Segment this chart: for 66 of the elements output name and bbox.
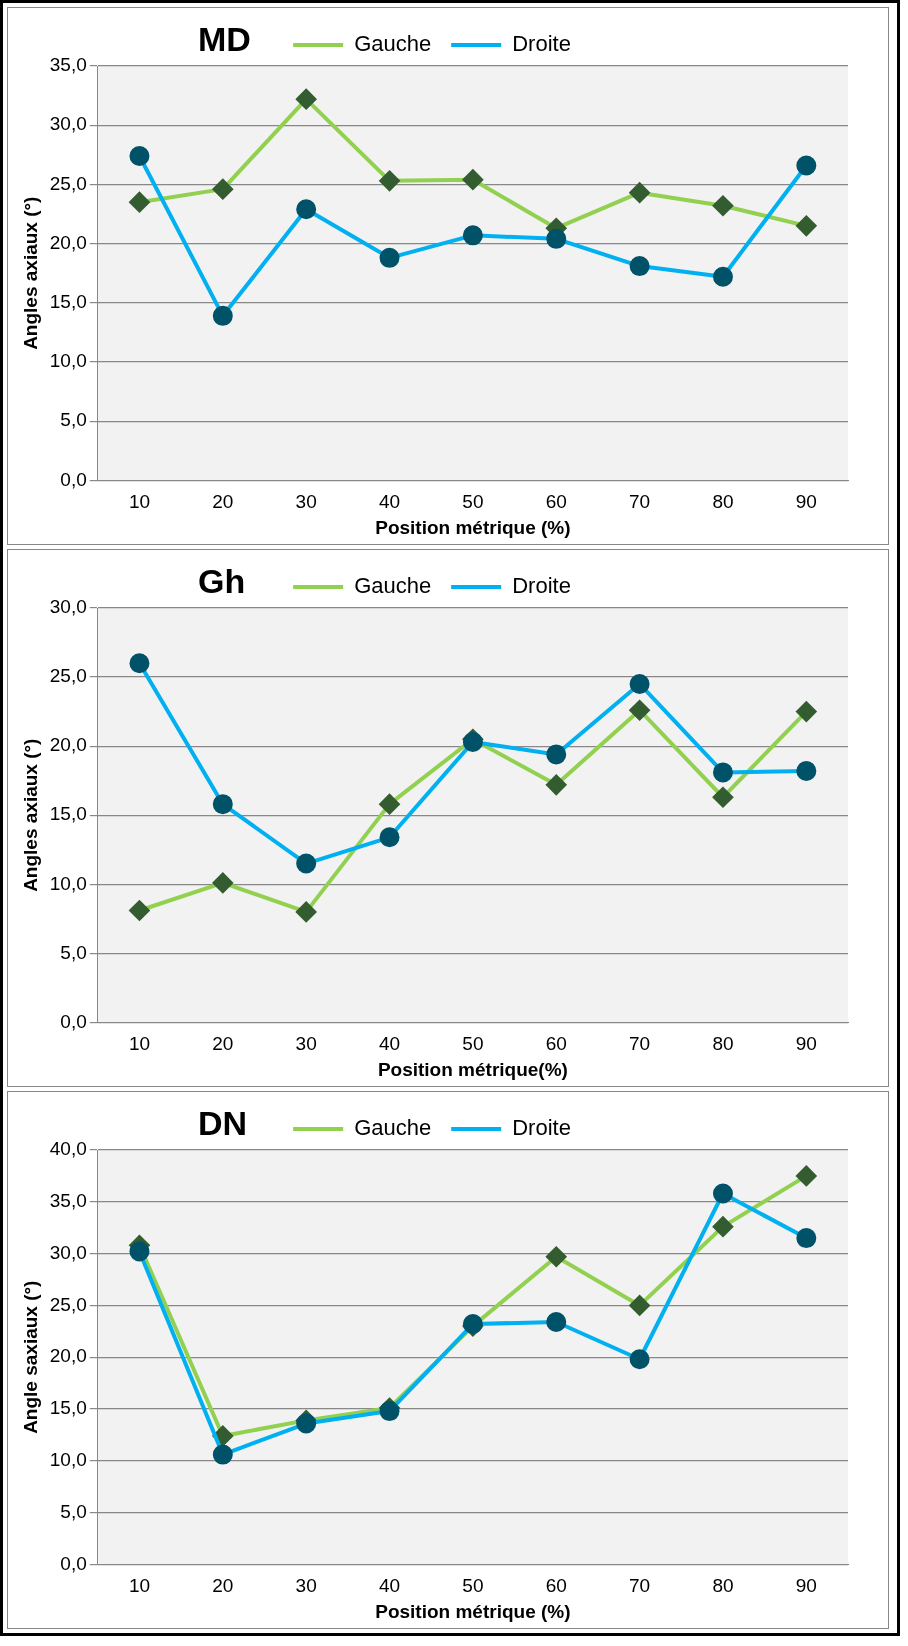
- legend-label: Droite: [512, 1115, 571, 1141]
- x-tick-label: 60: [545, 491, 567, 513]
- x-tick-label: 50: [462, 1575, 484, 1597]
- y-axis-title: Angles axiaux (°): [19, 738, 41, 892]
- y-tick-label: 30,0: [49, 113, 87, 135]
- x-tick-label: 80: [712, 1033, 734, 1055]
- y-tick-label: 35,0: [49, 54, 87, 76]
- y-tick-label: 35,0: [49, 1190, 87, 1212]
- x-tick-label: 70: [629, 1033, 651, 1055]
- y-tick-label: 25,0: [49, 172, 87, 194]
- y-tick-label: 10,0: [49, 350, 87, 372]
- legend-label: Gauche: [354, 573, 432, 599]
- x-axis-title: Position métrique (%): [375, 516, 571, 538]
- y-tick-label: 10,0: [49, 1449, 87, 1471]
- chart-title: Gh: [198, 562, 246, 601]
- legend-label: Gauche: [354, 31, 432, 57]
- x-tick-label: 40: [378, 491, 401, 513]
- x-tick-label: 10: [128, 1033, 151, 1055]
- x-tick-label: 40: [378, 1575, 401, 1597]
- y-tick-label: 5,0: [60, 1500, 87, 1522]
- x-tick-label: 50: [462, 1033, 484, 1055]
- x-tick-label: 10: [128, 1575, 151, 1597]
- y-tick-label: 30,0: [49, 1241, 87, 1263]
- x-tick-label: 30: [295, 491, 317, 513]
- y-tick-label: 5,0: [60, 409, 87, 431]
- y-axis-title: Angle saxiaux (°): [19, 1280, 41, 1434]
- y-tick-label: 20,0: [49, 231, 87, 253]
- y-tick-label: 0,0: [60, 468, 87, 490]
- x-tick-label: 20: [212, 491, 234, 513]
- x-tick-label: 60: [545, 1033, 567, 1055]
- x-tick-label: 10: [128, 491, 151, 513]
- y-tick-label: 15,0: [49, 803, 87, 825]
- y-tick-label: 20,0: [49, 734, 87, 756]
- legend-label: Droite: [512, 573, 571, 599]
- x-axis-title: Position métrique (%): [375, 1600, 571, 1622]
- x-axis-title: Position métrique(%): [377, 1058, 568, 1080]
- x-tick-label: 90: [795, 491, 817, 513]
- y-tick-label: 5,0: [60, 941, 87, 963]
- x-tick-label: 40: [378, 1033, 401, 1055]
- x-tick-label: 20: [212, 1033, 234, 1055]
- y-tick-label: 40,0: [49, 1138, 87, 1160]
- y-tick-label: 10,0: [49, 872, 87, 894]
- x-tick-label: 70: [629, 1575, 651, 1597]
- y-tick-label: 30,0: [49, 596, 87, 618]
- x-tick-label: 90: [795, 1575, 817, 1597]
- y-tick-label: 25,0: [49, 1293, 87, 1315]
- chart-title: DN: [198, 1104, 248, 1143]
- y-tick-label: 20,0: [49, 1345, 87, 1367]
- y-axis-title: Angles axiaux (°): [19, 196, 41, 350]
- legend-label: Gauche: [354, 1115, 432, 1141]
- legend-label: Droite: [512, 31, 571, 57]
- x-tick-label: 80: [712, 1575, 734, 1597]
- x-tick-label: 20: [212, 1575, 234, 1597]
- x-tick-label: 90: [795, 1033, 817, 1055]
- x-tick-label: 80: [712, 491, 734, 513]
- y-tick-label: 25,0: [49, 665, 87, 687]
- x-tick-label: 70: [629, 491, 651, 513]
- x-tick-label: 60: [545, 1575, 567, 1597]
- y-tick-label: 0,0: [60, 1010, 87, 1032]
- y-tick-label: 0,0: [60, 1552, 87, 1574]
- x-tick-label: 30: [295, 1575, 317, 1597]
- x-tick-label: 50: [462, 491, 484, 513]
- y-tick-label: 15,0: [49, 1397, 87, 1419]
- x-tick-label: 30: [295, 1033, 317, 1055]
- y-tick-label: 15,0: [49, 291, 87, 313]
- chart-title: MD: [198, 20, 251, 59]
